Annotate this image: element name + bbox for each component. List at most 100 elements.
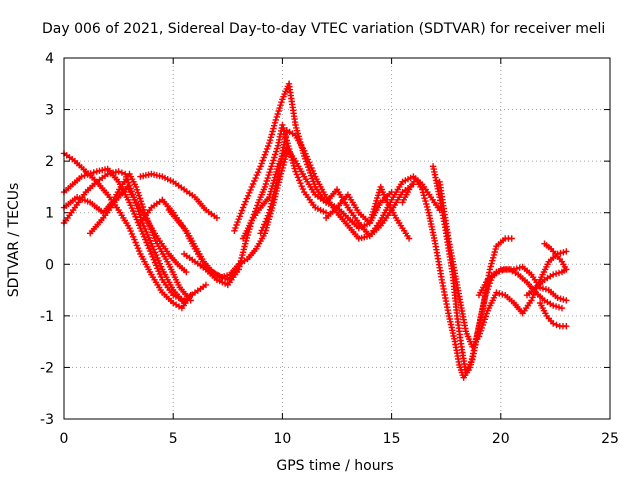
data-point: [243, 195, 250, 202]
data-point: [273, 145, 281, 152]
data-point: [90, 169, 97, 176]
data-point: [266, 206, 274, 213]
series-arc-19: [541, 240, 570, 273]
data-point: [552, 303, 560, 310]
x-tick-label: 10: [273, 431, 291, 447]
data-point: [145, 234, 153, 241]
data-point: [304, 156, 312, 163]
data-point: [256, 166, 263, 173]
data-point: [272, 151, 279, 158]
data-point: [489, 257, 496, 264]
data-point: [213, 214, 221, 222]
data-point: [115, 168, 122, 175]
data-point: [78, 173, 85, 180]
data-point: [135, 192, 143, 199]
data-point: [550, 302, 557, 309]
data-point: [183, 268, 190, 276]
data-point: [143, 239, 150, 246]
series-arc-17: [475, 263, 570, 304]
data-point: [557, 249, 564, 257]
data-point: [419, 186, 426, 193]
data-point: [265, 171, 272, 179]
data-point: [270, 125, 277, 132]
series-arc-6: [137, 170, 221, 222]
data-point: [242, 198, 249, 205]
data-point: [310, 170, 318, 177]
series-arc-16: [436, 178, 570, 350]
data-point: [299, 185, 307, 193]
data-point: [221, 273, 228, 280]
data-point: [258, 227, 265, 234]
data-point: [486, 266, 494, 273]
y-tick-label: 0: [45, 257, 54, 273]
data-point: [297, 180, 304, 187]
data-point: [487, 263, 494, 270]
data-point: [266, 169, 273, 176]
data-point: [475, 333, 483, 340]
data-point: [278, 99, 285, 106]
data-point: [218, 274, 225, 281]
data-point: [480, 319, 487, 326]
data-point: [483, 289, 490, 296]
data-point: [149, 243, 156, 250]
data-point: [153, 251, 160, 259]
data-point: [275, 107, 282, 115]
data-point: [260, 154, 267, 161]
y-axis-label: SDTVAR / TECUs: [6, 183, 22, 298]
data-point: [131, 236, 138, 243]
data-point: [239, 204, 247, 211]
series-arc-4: [60, 170, 194, 304]
data-point: [130, 207, 137, 215]
data-point: [244, 192, 252, 199]
data-point: [271, 154, 278, 161]
data-point: [257, 230, 264, 237]
data-point: [248, 183, 255, 191]
data-point: [262, 180, 270, 188]
data-point: [302, 150, 309, 157]
data-point: [555, 304, 563, 311]
data-point: [270, 157, 277, 164]
y-tick-label: -2: [40, 360, 54, 376]
data-point: [251, 177, 258, 185]
data-point: [232, 224, 239, 232]
data-point: [233, 221, 240, 229]
data-point: [262, 218, 269, 225]
data-point: [508, 235, 515, 242]
data-point: [550, 320, 557, 327]
series-line: [89, 184, 188, 273]
data-point: [273, 148, 280, 155]
data-point: [136, 195, 144, 202]
data-point: [555, 269, 563, 277]
data-point: [528, 297, 535, 304]
data-point: [246, 189, 253, 196]
data-point: [557, 295, 564, 302]
data-point: [271, 122, 278, 129]
data-point: [423, 203, 431, 211]
data-point: [477, 327, 485, 334]
x-tick-label: 25: [601, 431, 619, 447]
data-point: [513, 265, 520, 272]
data-point: [84, 171, 91, 178]
data-point: [279, 121, 286, 129]
data-point: [496, 268, 503, 275]
data-point: [264, 174, 271, 182]
y-tick-label: -3: [40, 412, 54, 428]
data-point: [253, 171, 260, 179]
data-point: [496, 290, 503, 297]
data-point: [133, 186, 141, 193]
data-point: [261, 151, 269, 158]
y-tick-label: -1: [40, 309, 54, 325]
data-point: [268, 163, 275, 170]
y-tick-label: 1: [45, 206, 54, 222]
data-point: [516, 264, 523, 271]
data-point: [202, 281, 210, 289]
data-point: [481, 316, 488, 323]
data-point: [482, 292, 489, 299]
data-point: [241, 201, 248, 208]
data-point: [266, 139, 273, 147]
data-point: [263, 215, 270, 222]
data-point: [234, 218, 241, 226]
data-point: [294, 174, 302, 181]
data-point: [146, 237, 154, 244]
